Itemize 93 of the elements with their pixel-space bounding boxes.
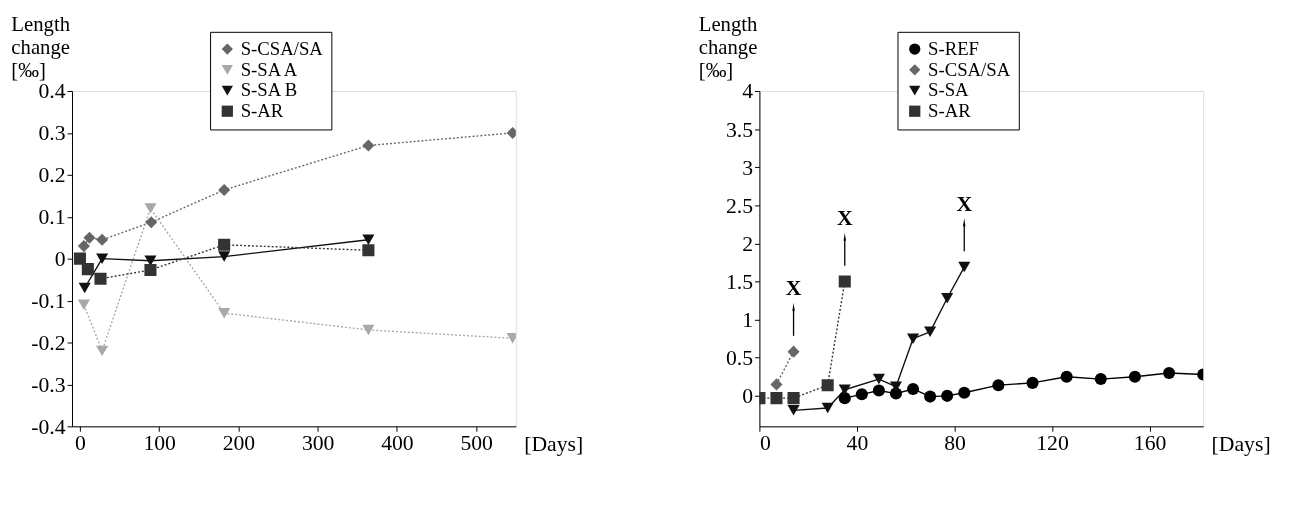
- point: [770, 392, 783, 405]
- point: [941, 389, 954, 402]
- x-tick-label: 500: [460, 431, 494, 456]
- x-tick-label: 300: [301, 431, 335, 456]
- point: [770, 378, 783, 391]
- point: [838, 275, 851, 288]
- y-tick-label: -0.2: [31, 330, 66, 355]
- point: [924, 326, 937, 338]
- x-tick-label: 40: [846, 431, 869, 456]
- annotation: X: [785, 276, 802, 301]
- point: [144, 263, 157, 277]
- y-axis-title: Length change [‰]: [698, 13, 759, 81]
- y-tick-label: 0: [54, 247, 66, 272]
- point: [144, 203, 157, 214]
- point: [787, 392, 800, 405]
- y-tick-label: -0.4: [31, 414, 66, 439]
- point: [94, 272, 107, 285]
- y-tick-label: 2.5: [725, 193, 753, 218]
- point: [992, 379, 1005, 392]
- point: [145, 216, 158, 229]
- point: [958, 261, 971, 273]
- y-tick-label: 0.5: [725, 346, 753, 371]
- point: [1163, 366, 1176, 380]
- point: [96, 345, 109, 357]
- x-tick-label: 80: [944, 431, 966, 456]
- legend-label: S-SA: [928, 79, 970, 101]
- legend-label: S-CSA/SA: [928, 58, 1011, 80]
- y-tick-label: 0.1: [38, 205, 66, 230]
- point: [924, 390, 937, 403]
- point: [838, 384, 851, 395]
- legend-label: S-SA B: [240, 79, 298, 101]
- point: [218, 251, 231, 262]
- point: [78, 282, 91, 294]
- x-tick-label: 120: [1036, 431, 1069, 456]
- y-tick-label: 1.5: [725, 269, 753, 294]
- point: [889, 381, 903, 392]
- y-axis-title: Length change [‰]: [11, 13, 71, 81]
- point: [787, 345, 800, 358]
- point: [958, 386, 971, 399]
- point: [872, 384, 885, 397]
- point: [941, 293, 954, 304]
- point: [907, 382, 920, 396]
- x-tick-label: 200: [222, 431, 256, 456]
- point: [1094, 373, 1107, 386]
- y-tick-label: -0.1: [31, 288, 66, 313]
- y-tick-label: -0.3: [31, 372, 66, 397]
- point: [907, 333, 920, 344]
- legend-label: S-REF: [928, 38, 980, 59]
- point: [73, 252, 86, 265]
- annotation: X: [836, 206, 853, 231]
- point: [362, 234, 375, 246]
- point: [362, 324, 375, 336]
- point: [787, 405, 800, 416]
- y-tick-label: 2: [742, 231, 753, 256]
- point: [821, 379, 834, 392]
- x-tick-label: 160: [1133, 431, 1167, 456]
- point: [362, 244, 375, 257]
- y-tick-label: 1: [742, 308, 753, 333]
- legend-label: S-AR: [240, 100, 284, 122]
- point: [1128, 370, 1141, 383]
- point: [1026, 376, 1039, 389]
- point: [838, 392, 851, 405]
- point: [218, 183, 231, 196]
- legend-label: S-AR: [928, 100, 972, 122]
- point: [96, 233, 109, 246]
- point: [83, 231, 96, 244]
- x-tick-label: 0: [74, 431, 86, 456]
- point: [362, 139, 375, 152]
- legend-label: S-CSA/SA: [240, 38, 324, 59]
- legend-label: S-SA A: [240, 58, 298, 80]
- point: [218, 307, 231, 319]
- y-tick-label: 0: [742, 384, 754, 409]
- y-tick-label: 0.4: [38, 79, 66, 104]
- x-axis-title: [Days]: [524, 432, 584, 457]
- point: [821, 402, 834, 414]
- x-tick-label: 0: [759, 431, 771, 456]
- point: [872, 373, 885, 385]
- y-tick-label: 3.5: [725, 117, 753, 142]
- annotation: X: [956, 191, 973, 216]
- x-tick-label: 100: [143, 431, 177, 456]
- point: [855, 388, 868, 401]
- point: [218, 238, 231, 251]
- point: [81, 263, 94, 276]
- y-tick-label: 3: [742, 155, 753, 180]
- point: [96, 253, 109, 264]
- point: [77, 299, 90, 310]
- point: [77, 240, 90, 253]
- x-axis-title: [Days]: [1211, 432, 1271, 457]
- y-tick-label: 0.2: [38, 163, 66, 188]
- y-tick-label: 4: [742, 79, 754, 104]
- y-tick-label: 0.3: [38, 121, 66, 146]
- point: [1060, 370, 1073, 383]
- x-tick-label: 400: [381, 431, 414, 456]
